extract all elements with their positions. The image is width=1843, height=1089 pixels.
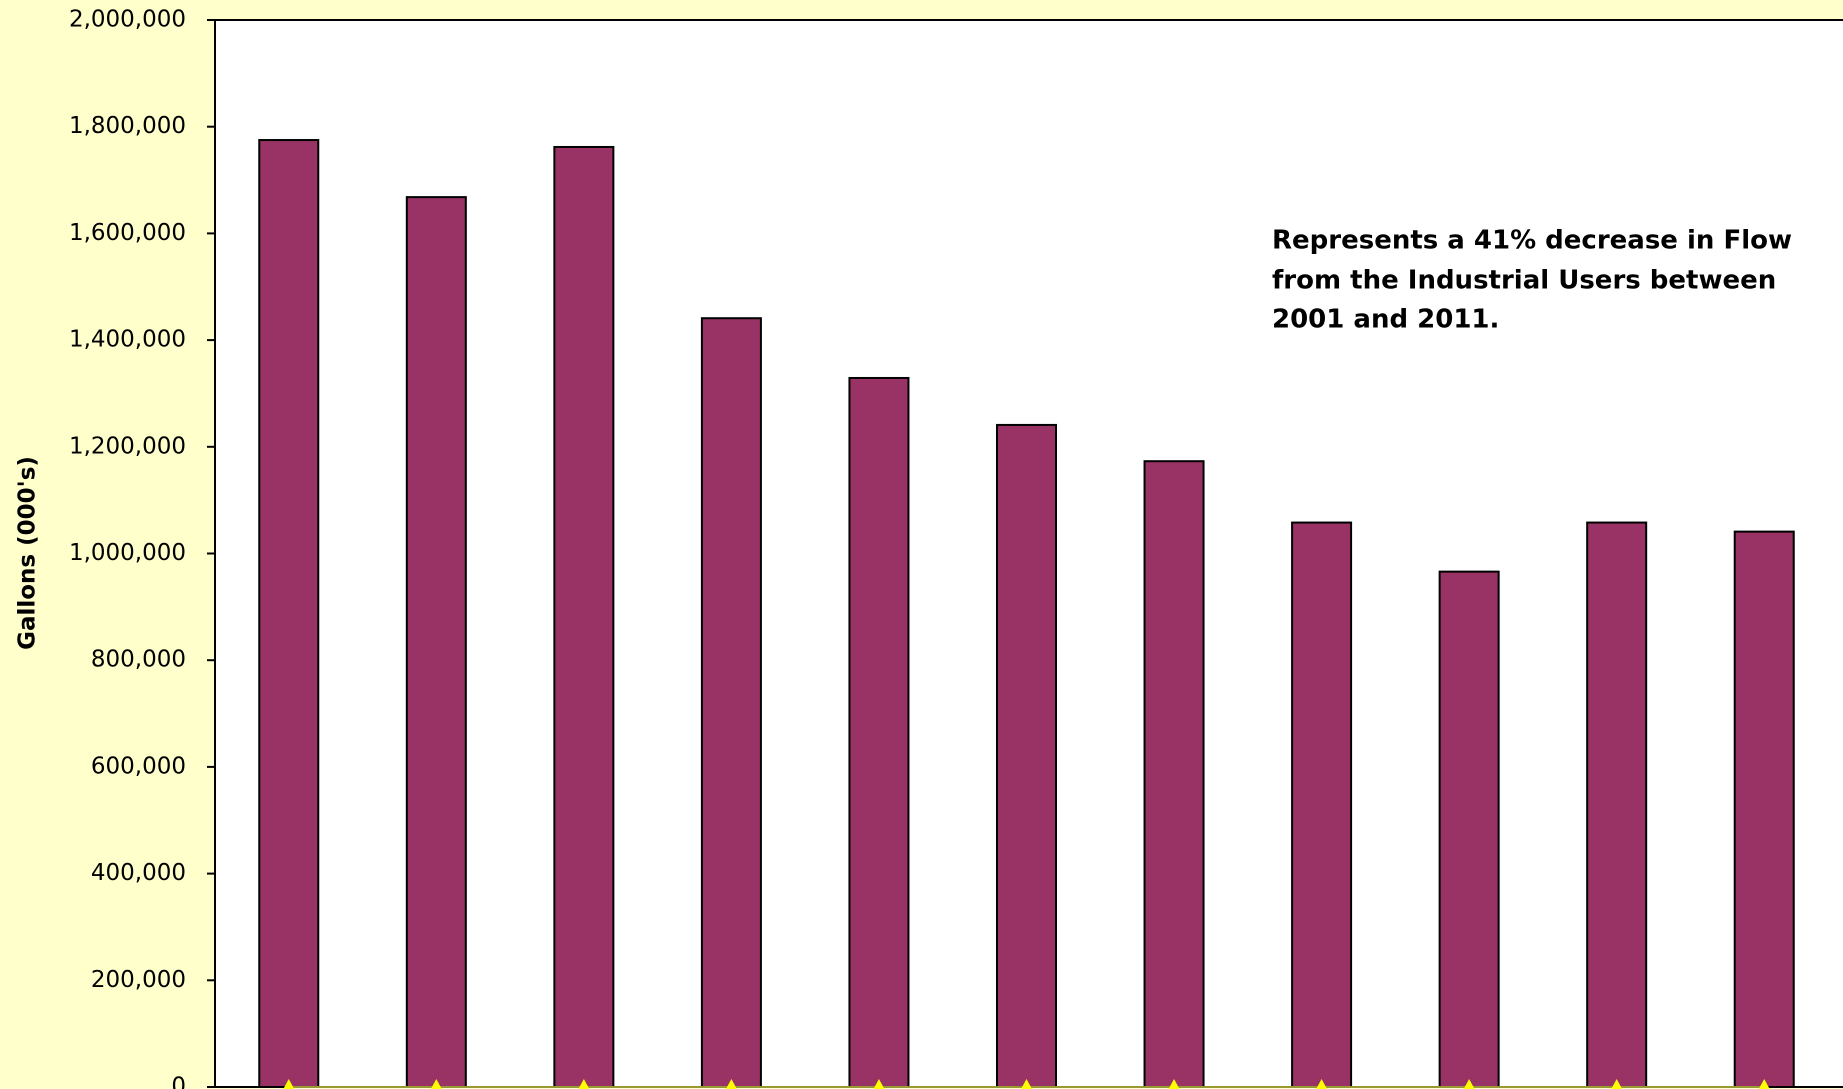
y-tick-label: 800,000: [91, 647, 186, 673]
y-tick-label: 400,000: [91, 860, 186, 886]
bar: [405, 196, 467, 1088]
annotation: 2001 and 2011.: [1272, 305, 1499, 335]
bar: [1291, 521, 1353, 1088]
annotation: from the Industrial Users between: [1272, 266, 1776, 296]
marker: [1316, 1079, 1328, 1089]
bar: [1733, 530, 1795, 1088]
bar: [848, 376, 910, 1088]
bar: [553, 145, 615, 1088]
annotation: Represents a 41% decrease in Flow: [1272, 226, 1792, 256]
bar: [258, 139, 320, 1089]
y-tick-label: 1,000,000: [69, 540, 186, 566]
y-tick-label: 1,200,000: [69, 433, 186, 459]
y-tick-label: 600,000: [91, 753, 186, 779]
bar: [1438, 570, 1500, 1088]
marker: [578, 1079, 590, 1089]
y-tick-label: 1,600,000: [69, 220, 186, 246]
marker: [1758, 1079, 1770, 1089]
bar: [1143, 460, 1205, 1088]
bar: [1586, 521, 1648, 1088]
marker: [1021, 1079, 1032, 1089]
marker: [283, 1079, 295, 1089]
y-axis-label: Gallons (000's): [15, 456, 41, 650]
marker: [430, 1079, 442, 1089]
marker: [1611, 1079, 1623, 1089]
bar: [700, 317, 762, 1088]
y-tick-label: 200,000: [91, 967, 186, 993]
y-tick-label: 0: [171, 1074, 186, 1089]
y-tick-label: 1,800,000: [69, 113, 186, 139]
y-tick-label: 2,000,000: [69, 7, 186, 33]
marker: [873, 1079, 885, 1089]
bar: [996, 423, 1057, 1088]
marker: [1168, 1079, 1180, 1089]
marker: [725, 1079, 737, 1089]
y-tick-label: 1,400,000: [69, 327, 186, 353]
marker: [1463, 1079, 1475, 1089]
